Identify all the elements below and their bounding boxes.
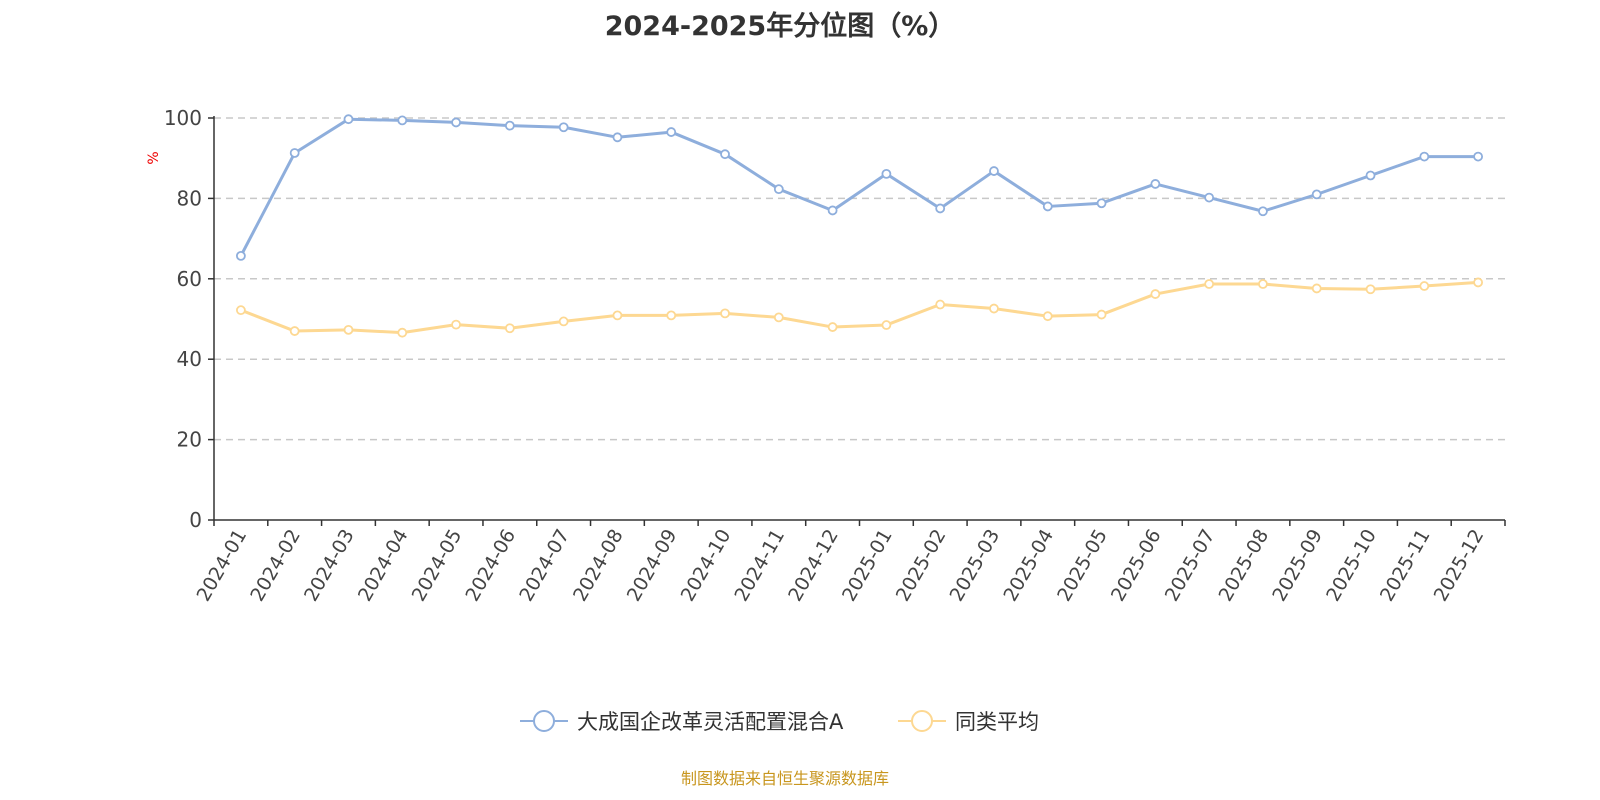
data-point — [881, 168, 892, 179]
y-tick-label: 100 — [164, 106, 202, 130]
data-point — [989, 166, 999, 176]
x-tick-label: 2025-01 — [838, 526, 897, 606]
data-point — [989, 303, 999, 314]
data-point — [881, 320, 892, 330]
x-tick-label: 2025-04 — [999, 526, 1058, 606]
data-point — [1258, 206, 1268, 217]
x-tick-label: 2025-03 — [946, 526, 1005, 606]
x-tick-label: 2025-05 — [1053, 526, 1112, 606]
legend-marker-icon — [911, 710, 933, 732]
data-point — [451, 117, 461, 128]
legend-item-0[interactable]: 大成国企改革灵活配置混合A — [520, 710, 844, 734]
x-tick-label: 2025-02 — [892, 526, 951, 606]
x-tick-label: 2025-08 — [1215, 526, 1274, 606]
series-0 — [235, 114, 1484, 261]
data-point — [397, 115, 408, 126]
x-tick-label: 2024-03 — [300, 526, 359, 606]
x-tick-label: 2024-06 — [461, 526, 520, 606]
data-point — [1042, 201, 1053, 212]
data-point — [397, 327, 408, 338]
data-point — [1473, 277, 1484, 288]
chart-title: 2024-2025年分位图（%） — [604, 11, 956, 42]
y-tick-label: 0 — [189, 508, 202, 532]
legend-marker-icon — [533, 710, 555, 732]
data-point — [235, 250, 246, 261]
data-point — [1365, 284, 1376, 295]
x-tick-label: 2025-07 — [1161, 526, 1220, 606]
data-point — [1419, 281, 1430, 291]
series-line — [239, 117, 1479, 257]
data-point — [666, 310, 677, 321]
data-point — [289, 326, 300, 336]
data-point — [1473, 151, 1484, 162]
data-point — [235, 305, 246, 316]
y-tick-label: 80 — [177, 186, 202, 210]
data-point — [1150, 289, 1161, 299]
data-point — [720, 149, 730, 160]
data-point — [666, 127, 677, 137]
data-point — [935, 299, 946, 310]
data-point — [1311, 283, 1322, 294]
y-tick-label: 40 — [177, 347, 202, 371]
x-tick-label: 2024-08 — [569, 526, 628, 606]
series-1 — [235, 277, 1484, 338]
data-point — [1365, 170, 1376, 181]
data-point — [504, 323, 515, 334]
data-point — [612, 132, 623, 143]
data-point — [612, 310, 623, 321]
x-tick-label: 2024-04 — [354, 526, 413, 606]
data-point — [1150, 179, 1161, 189]
x-tick-label: 2024-01 — [192, 526, 251, 606]
x-tick-label: 2024-10 — [677, 526, 736, 606]
data-point — [451, 319, 461, 330]
data-point — [343, 114, 354, 125]
data-point — [343, 324, 354, 335]
x-tick-label: 2025-09 — [1268, 526, 1327, 606]
legend-label: 同类平均 — [955, 710, 1039, 734]
data-point — [1204, 192, 1215, 203]
series-line — [240, 280, 1479, 335]
y-tick-label: 60 — [177, 267, 202, 291]
data-point — [827, 322, 838, 332]
data-point — [773, 184, 784, 195]
data-point — [504, 120, 515, 131]
data-point — [558, 122, 569, 133]
x-tick-label: 2024-12 — [784, 526, 843, 606]
data-point — [1419, 151, 1430, 162]
data-point — [1204, 279, 1215, 289]
legend-item-1[interactable]: 同类平均 — [898, 710, 1039, 734]
y-axis-label: % — [146, 151, 162, 164]
data-point — [720, 308, 730, 319]
data-point — [935, 203, 946, 214]
data-point — [1096, 198, 1107, 209]
data-point — [827, 205, 838, 216]
data-point — [289, 148, 300, 158]
data-point — [1042, 311, 1053, 322]
x-tick-label: 2025-11 — [1376, 526, 1435, 606]
x-tick-label: 2025-06 — [1107, 526, 1166, 606]
legend-label: 大成国企改革灵活配置混合A — [577, 710, 844, 734]
x-tick-label: 2024-09 — [623, 526, 682, 606]
data-point — [1096, 309, 1107, 320]
data-point — [1258, 279, 1268, 289]
x-tick-label: 2025-10 — [1322, 526, 1381, 606]
data-source-note: 制图数据来自恒生聚源数据库 — [680, 769, 889, 788]
data-point — [558, 316, 569, 327]
data-point — [773, 312, 784, 323]
data-point — [1311, 189, 1322, 200]
x-tick-label: 2024-05 — [408, 526, 467, 606]
x-tick-label: 2024-02 — [246, 526, 305, 606]
y-tick-label: 20 — [177, 428, 202, 452]
x-tick-label: 2024-11 — [730, 526, 789, 606]
x-tick-label: 2025-12 — [1430, 526, 1489, 606]
x-tick-label: 2024-07 — [515, 526, 574, 606]
